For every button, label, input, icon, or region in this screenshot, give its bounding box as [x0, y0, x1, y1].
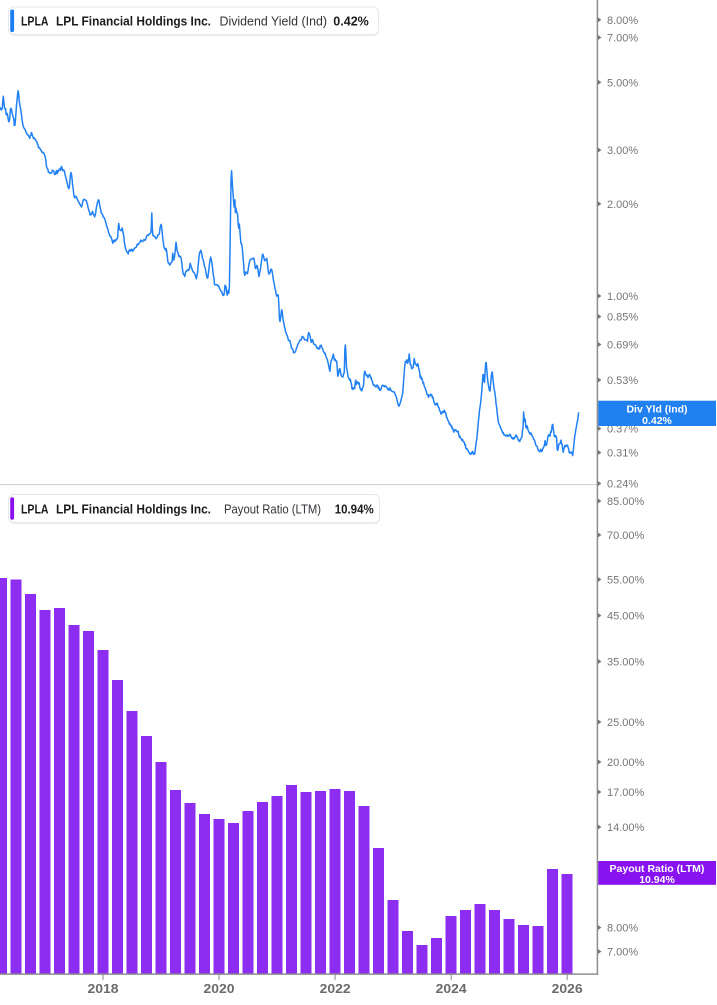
svg-text:55.00%: 55.00%: [607, 575, 645, 587]
svg-text:10.94%: 10.94%: [335, 502, 374, 517]
svg-text:25.00%: 25.00%: [607, 717, 645, 729]
svg-text:LPL Financial Holdings Inc.: LPL Financial Holdings Inc.: [56, 502, 211, 517]
svg-text:Payout Ratio (LTM): Payout Ratio (LTM): [224, 502, 321, 517]
svg-text:20.00%: 20.00%: [607, 757, 645, 769]
svg-text:14.00%: 14.00%: [607, 822, 645, 834]
svg-text:0.42%: 0.42%: [642, 415, 672, 427]
svg-text:0.53%: 0.53%: [607, 375, 638, 387]
svg-text:2.00%: 2.00%: [607, 199, 638, 211]
svg-text:85.00%: 85.00%: [607, 496, 645, 508]
svg-text:0.24%: 0.24%: [607, 479, 638, 491]
svg-text:8.00%: 8.00%: [607, 15, 638, 27]
svg-text:Payout Ratio (LTM): Payout Ratio (LTM): [610, 863, 705, 875]
svg-text:70.00%: 70.00%: [607, 530, 645, 542]
svg-text:0.85%: 0.85%: [607, 312, 638, 324]
svg-text:2018: 2018: [88, 981, 119, 996]
svg-text:2020: 2020: [204, 981, 235, 996]
svg-text:7.00%: 7.00%: [607, 947, 638, 959]
svg-text:45.00%: 45.00%: [607, 611, 645, 623]
svg-text:17.00%: 17.00%: [607, 787, 645, 799]
svg-text:2024: 2024: [436, 981, 468, 996]
svg-text:Div Yld (Ind): Div Yld (Ind): [626, 403, 687, 415]
svg-text:LPLA: LPLA: [21, 502, 49, 517]
svg-text:7.00%: 7.00%: [607, 33, 638, 45]
svg-text:2026: 2026: [552, 981, 583, 996]
svg-text:0.42%: 0.42%: [333, 14, 369, 29]
svg-text:1.00%: 1.00%: [607, 291, 638, 303]
svg-text:Dividend Yield (Ind): Dividend Yield (Ind): [220, 14, 328, 29]
svg-text:0.37%: 0.37%: [607, 424, 638, 436]
svg-text:0.31%: 0.31%: [607, 448, 638, 460]
svg-text:3.00%: 3.00%: [607, 145, 638, 157]
svg-text:35.00%: 35.00%: [607, 657, 645, 669]
svg-text:10.94%: 10.94%: [639, 874, 675, 886]
svg-text:5.00%: 5.00%: [607, 77, 638, 89]
svg-text:2022: 2022: [320, 981, 351, 996]
svg-text:8.00%: 8.00%: [607, 923, 638, 935]
svg-text:LPL Financial Holdings Inc.: LPL Financial Holdings Inc.: [56, 14, 211, 29]
svg-text:LPLA: LPLA: [21, 14, 49, 29]
svg-text:0.69%: 0.69%: [607, 340, 638, 352]
